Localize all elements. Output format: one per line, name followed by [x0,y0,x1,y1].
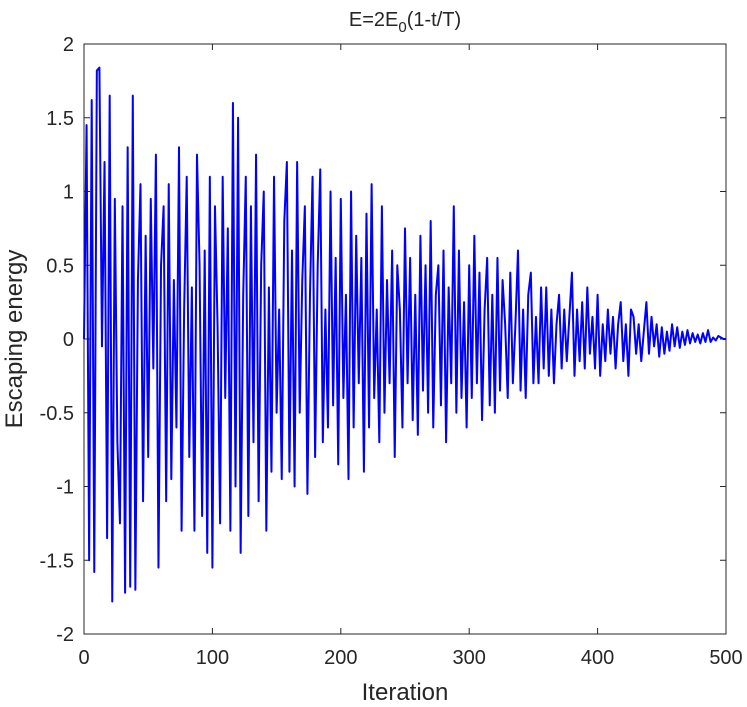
x-tick-label: 300 [453,647,486,669]
y-tick-label: 2 [63,34,74,56]
x-axis-label: Iteration [362,679,449,706]
chart-title: E=2E0(1-t/T) [349,9,461,36]
y-tick-label: 0.5 [46,255,74,277]
title-main: E=2E [349,9,398,31]
x-tick-label: 100 [196,647,229,669]
x-tick-label: 500 [709,647,742,669]
title-subscript: 0 [398,19,406,36]
x-tick-label: 200 [324,647,357,669]
y-tick-label: 0 [63,329,74,351]
data-line [83,66,726,603]
x-tick-label: 400 [581,647,614,669]
title-rest: (1-t/T) [407,9,461,31]
y-tick-label: -1 [56,477,74,499]
y-tick-label: -1.5 [40,550,74,572]
y-tick-label: 1.5 [46,108,74,130]
y-tick-label: -2 [56,624,74,646]
y-axis-label: Escaping energy [1,250,28,429]
x-tick-label: 0 [78,647,89,669]
y-tick-label: -0.5 [40,403,74,425]
y-tick-label: 1 [63,182,74,204]
